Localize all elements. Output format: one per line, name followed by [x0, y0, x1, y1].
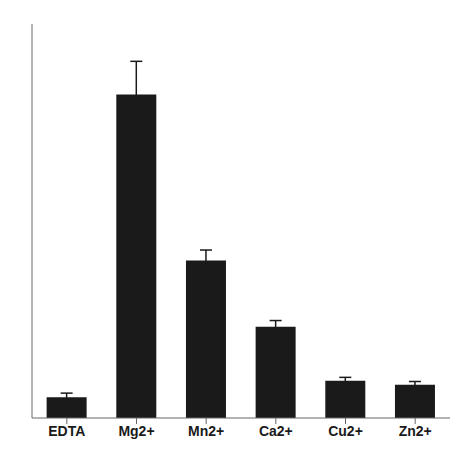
svg-text:Mn2+: Mn2+ [188, 423, 224, 439]
svg-text:Zn2+: Zn2+ [399, 423, 432, 439]
svg-text:EDTA: EDTA [48, 423, 85, 439]
svg-text:Cu2+: Cu2+ [328, 423, 363, 439]
svg-text:Ca2+: Ca2+ [259, 423, 293, 439]
svg-text:Mg2+: Mg2+ [118, 423, 154, 439]
